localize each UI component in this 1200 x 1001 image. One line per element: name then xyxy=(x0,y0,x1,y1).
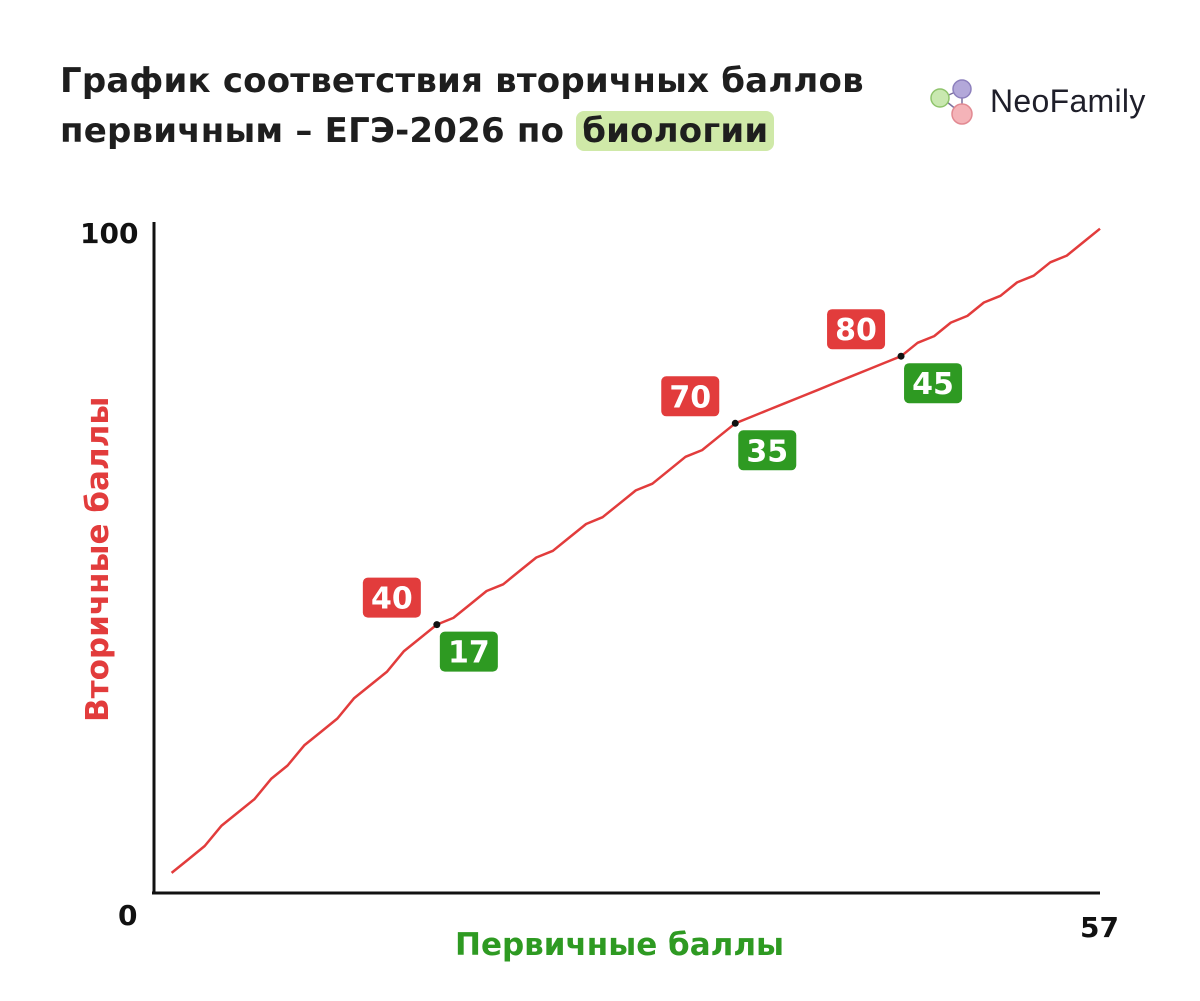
data-point-17 xyxy=(433,621,441,629)
series-line xyxy=(170,227,1101,874)
secondary-score-badge-70: 70 xyxy=(669,380,711,415)
data-point-35 xyxy=(731,419,739,427)
chart-title: График соответствия вторичных баллов пер… xyxy=(60,56,864,156)
secondary-score-badge-40-bg xyxy=(362,577,421,618)
primary-score-badge-17: 17 xyxy=(448,636,490,671)
x-tick-label-max: 57 xyxy=(1080,911,1119,944)
primary-score-badge-45-bg xyxy=(904,363,963,404)
molecule-logo-icon xyxy=(930,79,973,125)
x-axis-label: Первичные баллы xyxy=(455,927,784,963)
origin-tick-label: 0 xyxy=(118,899,137,932)
chart-title-line-1: График соответствия вторичных баллов xyxy=(60,61,864,101)
secondary-score-badge-80: 80 xyxy=(835,313,877,348)
subject-highlight: биологии xyxy=(576,111,775,151)
chart-title-line-2-prefix: первичным – ЕГЭ-2026 по xyxy=(60,111,577,151)
data-point-45 xyxy=(897,352,905,360)
neofamily-logo: NeoFamily xyxy=(928,74,1146,128)
secondary-score-badge-70-bg xyxy=(661,376,720,417)
y-axis-label: Вторичные баллы xyxy=(80,397,116,722)
secondary-score-badge-40: 40 xyxy=(371,582,413,617)
primary-score-badge-35: 35 xyxy=(746,434,788,469)
secondary-score-badge-80-bg xyxy=(827,309,886,350)
highlighted-points: 40 17 70 35 80 45 xyxy=(362,309,963,672)
primary-score-badge-45: 45 xyxy=(912,367,954,402)
chart-title-line-2: первичным – ЕГЭ-2026 по биологии xyxy=(60,106,864,156)
logo-text: NeoFamily xyxy=(990,82,1146,119)
y-tick-label-max: 100 xyxy=(80,217,138,250)
primary-score-badge-17-bg xyxy=(439,631,498,672)
primary-score-badge-35-bg xyxy=(738,430,797,471)
